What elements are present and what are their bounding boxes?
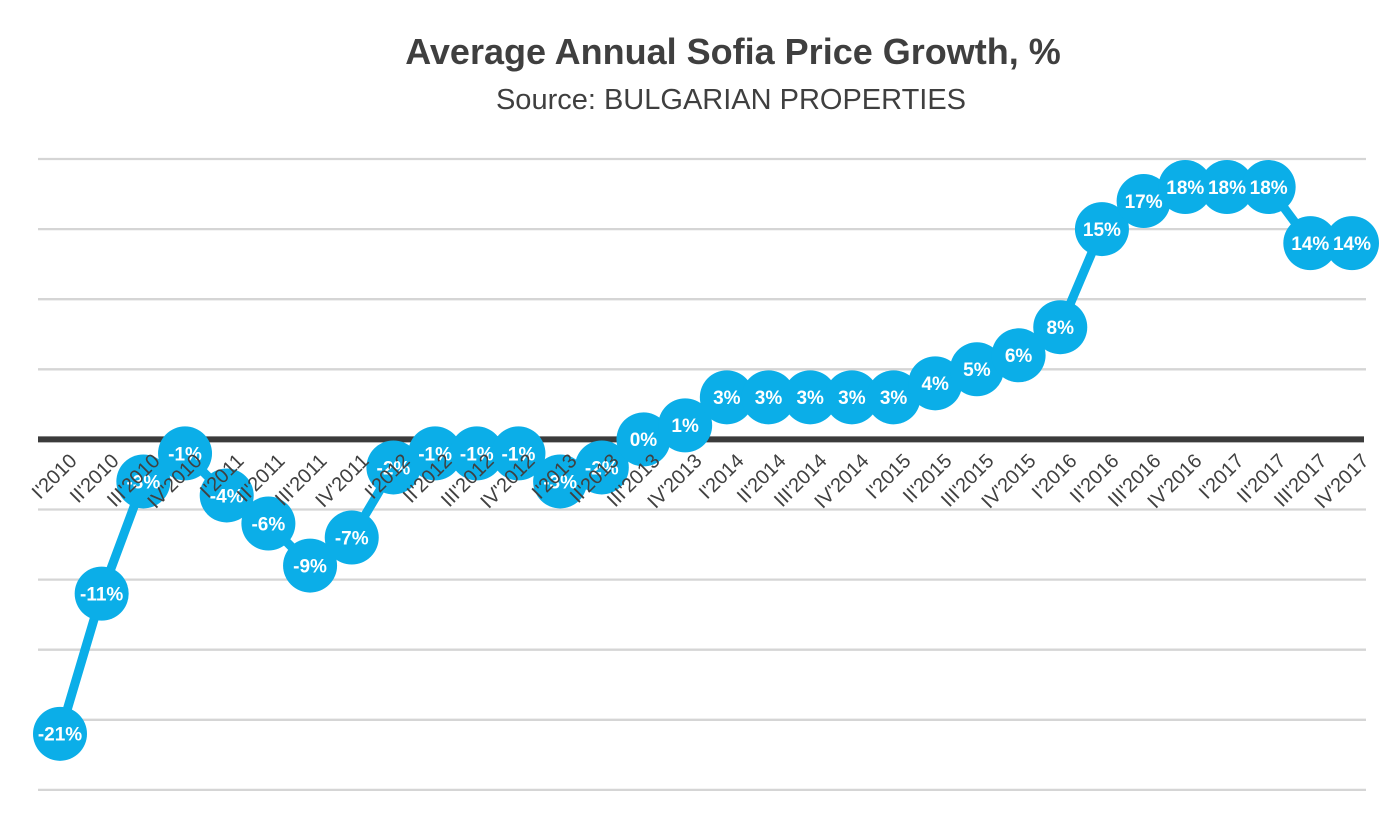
data-point-label: 15% — [1083, 220, 1121, 241]
data-point-marker — [491, 426, 546, 481]
data-point-marker — [1199, 160, 1254, 215]
data-point-label: 18% — [1166, 178, 1204, 199]
data-point-label: 14% — [1291, 234, 1329, 255]
data-point-marker — [574, 440, 629, 495]
data-point-marker — [74, 566, 129, 621]
data-point-marker — [1325, 216, 1379, 271]
data-point-marker — [324, 510, 379, 565]
data-point-label: 18% — [1208, 178, 1246, 199]
data-point-marker — [783, 370, 838, 425]
data-point-marker — [408, 426, 463, 481]
data-point-marker — [908, 356, 963, 411]
data-point-label: 17% — [1125, 192, 1163, 213]
data-point-marker — [991, 328, 1046, 383]
data-point-marker — [824, 370, 879, 425]
data-point-marker — [241, 496, 296, 551]
data-point-label: -1% — [168, 444, 202, 465]
data-point-marker — [1283, 216, 1338, 271]
data-point-label: 6% — [1005, 346, 1033, 367]
data-point-marker — [33, 706, 87, 761]
data-point-label: -2% — [377, 458, 411, 479]
data-point-marker — [658, 398, 713, 453]
data-point-label: 3% — [755, 388, 783, 409]
data-point-marker — [1158, 160, 1213, 215]
data-point-marker — [1116, 174, 1171, 229]
data-point-marker — [116, 454, 171, 509]
data-point-label: 3% — [796, 388, 824, 409]
data-point-label: 3% — [713, 388, 741, 409]
data-point-marker — [866, 370, 921, 425]
data-point-label: -3% — [543, 472, 577, 493]
data-point-label: 8% — [1047, 318, 1075, 339]
chart-subtitle: Source: BULGARIAN PROPERTIES — [495, 84, 967, 116]
data-point-marker — [366, 440, 421, 495]
data-point-label: 1% — [671, 416, 699, 437]
data-point-marker — [949, 342, 1004, 397]
data-point-label: 3% — [880, 388, 908, 409]
data-point-marker — [158, 426, 213, 481]
data-point-label: -1% — [418, 444, 452, 465]
data-point-label: 5% — [963, 360, 991, 381]
data-point-marker — [199, 468, 254, 523]
data-point-label: -1% — [460, 444, 494, 465]
data-point-marker — [533, 454, 588, 509]
data-point-label: -3% — [126, 472, 160, 493]
data-point-label: -9% — [293, 556, 327, 577]
data-point-label: -21% — [38, 725, 82, 746]
data-point-label: 3% — [838, 388, 866, 409]
data-point-label: 4% — [921, 374, 949, 395]
data-point-marker — [1241, 160, 1296, 215]
data-point-marker — [699, 370, 754, 425]
chart-title: Average Annual Sofia Price Growth, % — [405, 31, 1061, 72]
data-point-label: -1% — [502, 444, 536, 465]
data-point-label: 18% — [1250, 178, 1288, 199]
data-point-label: -6% — [251, 514, 285, 535]
data-point-marker — [449, 426, 504, 481]
data-point-label: -2% — [585, 458, 619, 479]
data-point-label: 0% — [630, 430, 658, 451]
data-point-label: -11% — [80, 584, 123, 605]
data-point-marker — [1074, 202, 1129, 257]
data-point-marker — [1033, 300, 1088, 355]
data-point-label: -4% — [210, 486, 244, 507]
data-point-label: 14% — [1333, 234, 1371, 255]
data-point-marker — [283, 538, 338, 593]
data-point-marker — [741, 370, 796, 425]
data-point-marker — [616, 412, 671, 467]
data-point-label: -7% — [335, 528, 369, 549]
